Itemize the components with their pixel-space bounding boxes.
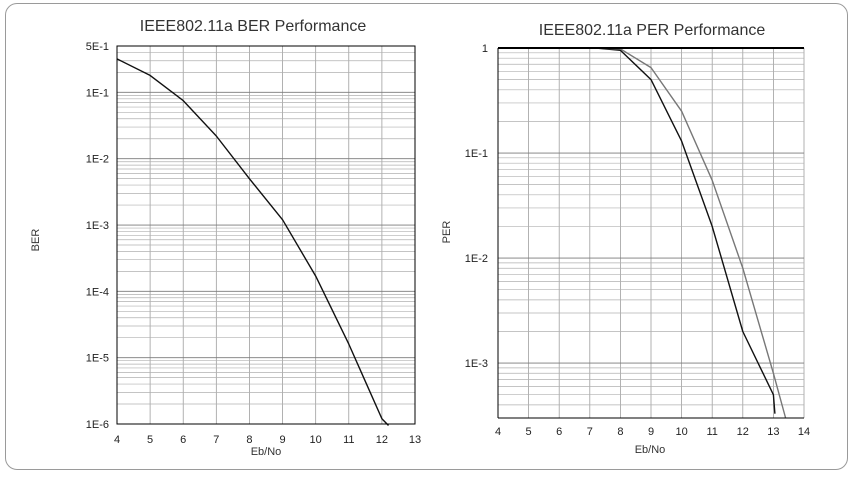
per-x-tick-label: 7 <box>587 426 593 438</box>
ber-y-tick-label: 1E-1 <box>86 87 109 99</box>
ber-x-tick-label: 13 <box>409 434 421 446</box>
ber-y-tick-label: 1E-4 <box>86 286 109 298</box>
ber-x-tick-labels: 4 5 6 7 8 9 10 11 12 13 <box>114 434 421 446</box>
ber-x-tick-label: 11 <box>343 434 354 446</box>
per-y-axis-label: PER <box>441 221 453 244</box>
per-chart: IEEE802.11a PER Performance 4 5 6 7 8 9 10 11 12… <box>441 22 810 456</box>
per-y-tick-labels: 1 1E-1 1E-2 1E-3 <box>465 43 488 370</box>
ber-grid <box>116 45 416 425</box>
ber-x-tick-label: 10 <box>310 434 322 446</box>
per-x-tick-label: 11 <box>706 426 717 438</box>
per-series-line-1 <box>595 47 787 419</box>
per-x-axis-label: Eb/No <box>635 444 666 456</box>
ber-y-tick-label: 1E-3 <box>86 220 109 232</box>
ber-x-tick-label: 4 <box>114 434 120 446</box>
ber-series-line-0 <box>116 58 390 426</box>
ber-y-tick-label: 1E-5 <box>86 353 109 365</box>
per-x-tick-label: 4 <box>495 426 501 438</box>
ber-x-axis-label: Eb/No <box>251 446 282 458</box>
per-x-tick-labels: 4 5 6 7 8 9 10 11 12 13 14 <box>495 426 810 438</box>
per-x-tick-label: 6 <box>556 426 562 438</box>
per-x-tick-label: 14 <box>798 426 810 438</box>
per-y-tick-label: 1E-3 <box>465 358 488 370</box>
ber-x-tick-label: 8 <box>246 434 252 446</box>
per-x-tick-label: 13 <box>767 426 779 438</box>
ber-y-tick-label: 1E-6 <box>86 419 109 431</box>
ber-plot-border <box>116 45 416 425</box>
per-series-line-0 <box>595 47 776 414</box>
ber-y-tick-labels: 5E-1 1E-1 1E-2 1E-3 1E-4 1E-5 1E-6 <box>86 41 109 431</box>
per-y-tick-label: 1E-2 <box>465 253 488 265</box>
per-y-tick-label: 1 <box>482 43 488 55</box>
ber-series-group <box>116 58 390 426</box>
ber-y-tick-label: 1E-2 <box>86 154 109 166</box>
per-x-tick-label: 9 <box>648 426 654 438</box>
per-x-tick-label: 5 <box>526 426 532 438</box>
ber-x-tick-label: 6 <box>180 434 186 446</box>
ber-y-tick-label: 5E-1 <box>86 41 109 53</box>
per-x-tick-label: 8 <box>617 426 623 438</box>
per-x-tick-label: 10 <box>675 426 687 438</box>
ber-x-tick-label: 5 <box>147 434 153 446</box>
ber-x-tick-label: 12 <box>376 434 388 446</box>
ber-x-tick-label: 9 <box>279 434 285 446</box>
per-y-tick-label: 1E-1 <box>465 148 488 160</box>
ber-y-axis-label: BER <box>30 229 42 252</box>
per-x-tick-label: 12 <box>737 426 749 438</box>
per-series-group <box>595 47 787 419</box>
ber-chart-title: IEEE802.11a BER Performance <box>140 18 367 35</box>
ber-chart: IEEE802.11a BER Performance 4 5 6 7 8 9 10 11 12… <box>30 18 421 458</box>
ber-x-tick-label: 7 <box>213 434 219 446</box>
per-chart-title: IEEE802.11a PER Performance <box>539 22 766 39</box>
